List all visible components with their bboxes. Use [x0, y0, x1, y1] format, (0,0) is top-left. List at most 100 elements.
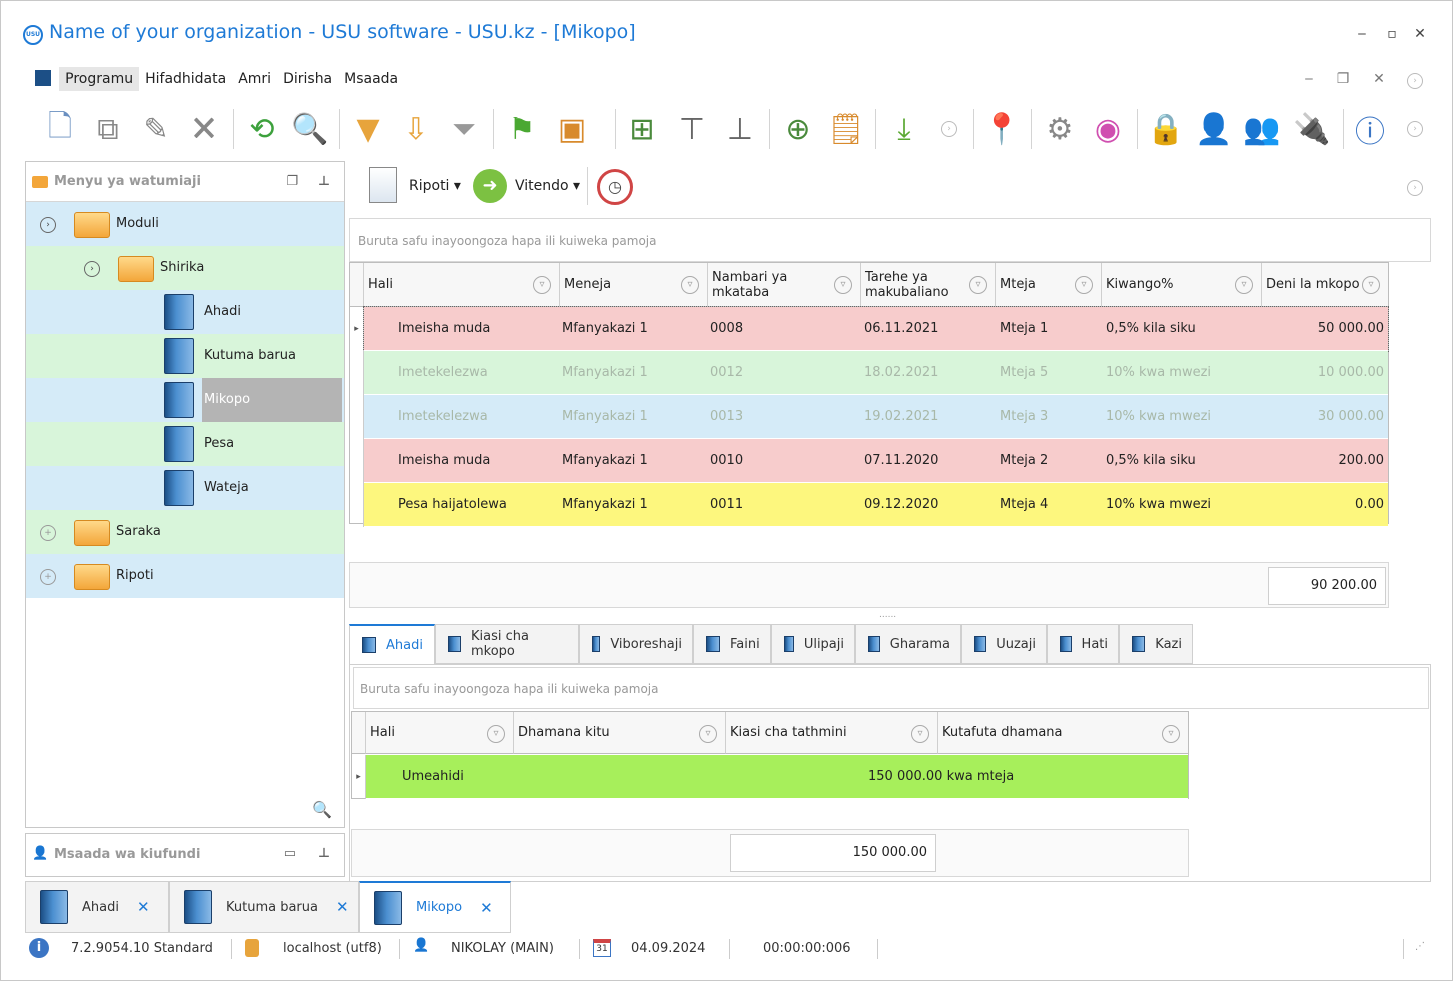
col-header-kutafuta-dhamana[interactable]: Kutafuta dhamana ▿: [938, 712, 1188, 754]
col-header-dhamana-kitu[interactable]: Dhamana kitu ▿: [514, 712, 726, 754]
filter-icon[interactable]: ▿: [699, 725, 717, 743]
image-icon[interactable]: ▣: [557, 111, 587, 147]
filter-icon[interactable]: ▿: [1362, 276, 1380, 294]
delete-record-icon[interactable]: 🗙: [192, 108, 216, 144]
collapse-icon[interactable]: ›: [40, 217, 56, 233]
expand-columns-icon[interactable]: ⊞: [629, 111, 655, 147]
download-icon[interactable]: ⤓: [897, 111, 911, 147]
notes-icon[interactable]: 🗒: [826, 111, 866, 147]
mdi-minimize-button[interactable]: ‒: [1304, 71, 1314, 87]
resize-grip-icon[interactable]: ⋰: [1415, 941, 1425, 952]
info-icon[interactable]: ⓘ: [1355, 115, 1385, 150]
close-tab-icon[interactable]: ✕: [480, 898, 493, 917]
filter-icon[interactable]: ▿: [969, 276, 987, 294]
menu-dirisha[interactable]: Dirisha: [283, 71, 333, 87]
tree-node-kutuma-barua[interactable]: Kutuma barua: [26, 334, 344, 378]
add-column-icon[interactable]: ⊕: [785, 111, 811, 147]
location-pin-icon[interactable]: 📍: [983, 111, 1021, 147]
filter-icon[interactable]: ▿: [1235, 276, 1253, 294]
mdi-options-icon[interactable]: ›: [1407, 73, 1423, 89]
add-record-icon[interactable]: 🗋: [47, 108, 73, 144]
table-row[interactable]: Imeisha muda Mfanyakazi 1 0008 06.11.2021 Mt…: [363, 306, 1389, 352]
users-icon[interactable]: 👥: [1243, 111, 1281, 147]
document-tab[interactable]: Mikopo ✕: [359, 881, 511, 933]
col-header-mteja[interactable]: Mteja ▿: [996, 263, 1102, 307]
toolbar-more-icon[interactable]: ›: [941, 121, 957, 137]
detail-tab[interactable]: Uuzaji: [961, 624, 1047, 664]
filter-icon[interactable]: ▿: [681, 276, 699, 294]
search-icon[interactable]: 🔍: [291, 111, 329, 147]
collapse-icon[interactable]: ›: [84, 261, 100, 277]
content-more-icon[interactable]: ›: [1407, 180, 1423, 196]
filter-icon[interactable]: ▿: [911, 725, 929, 743]
close-button[interactable]: ✕: [1414, 26, 1426, 42]
detail-tab[interactable]: Kazi: [1119, 624, 1193, 664]
menu-hifadhidata[interactable]: Hifadhidata: [145, 71, 227, 87]
tree-node-shirika[interactable]: › Shirika: [26, 246, 344, 290]
maximize-button[interactable]: ▫: [1387, 26, 1397, 42]
tree-node-mikopo[interactable]: Mikopo: [26, 378, 344, 422]
menu-msaada[interactable]: Msaada: [344, 71, 399, 87]
col-header-deni[interactable]: Deni la mkopo ▿: [1262, 263, 1388, 307]
flag-icon[interactable]: ⚑: [508, 111, 536, 147]
edit-record-icon[interactable]: ✎: [143, 111, 169, 147]
expand-icon[interactable]: +: [40, 569, 56, 585]
detail-tab[interactable]: Kiasi cha mkopo: [435, 624, 579, 664]
panel-pin-icon[interactable]: ⊥: [318, 174, 330, 189]
detail-tab[interactable]: Hati: [1047, 624, 1119, 664]
report-icon[interactable]: [369, 167, 397, 203]
col-header-kiwango[interactable]: Kiwango% ▿: [1102, 263, 1262, 307]
tree-node-ripoti[interactable]: + Ripoti: [26, 554, 344, 598]
filter-icon[interactable]: ▿: [487, 725, 505, 743]
detail-tab[interactable]: Faini: [693, 624, 771, 664]
tree-search-icon[interactable]: 🔍: [312, 800, 332, 819]
filter-icon[interactable]: ▿: [1162, 725, 1180, 743]
plugin-icon[interactable]: 🔌: [1293, 111, 1331, 147]
table-row[interactable]: Pesa haijatolewa Mfanyakazi 1 0011 09.12.20…: [364, 483, 1388, 527]
reports-dropdown[interactable]: Ripoti ▾: [409, 178, 461, 194]
document-tab[interactable]: Ahadi ✕: [25, 881, 169, 933]
col-header-hali[interactable]: Hali ▿: [366, 712, 514, 754]
document-tab[interactable]: Kutuma barua ✕: [169, 881, 359, 933]
copy-record-icon[interactable]: ⧉: [97, 111, 119, 147]
close-tab-icon[interactable]: ✕: [136, 898, 150, 916]
table-row[interactable]: Imetekelezwa Mfanyakazi 1 0012 18.02.2021 Mt…: [364, 351, 1388, 395]
minimize-button[interactable]: ‒: [1357, 26, 1367, 42]
tree-up-icon[interactable]: ⊥: [726, 111, 754, 147]
tree-node-saraka[interactable]: + Saraka: [26, 510, 344, 554]
menu-programu[interactable]: Programu: [59, 67, 140, 91]
panel-pin-icon[interactable]: ⊥: [318, 846, 330, 861]
detail-tab[interactable]: Gharama: [855, 624, 961, 664]
table-row[interactable]: Umeahidi 150 000.00 kwa mteja: [366, 755, 1188, 799]
col-header-hali[interactable]: Hali ▿: [364, 263, 560, 307]
actions-dropdown[interactable]: Vitendo ▾: [515, 178, 581, 194]
col-header-kiasi-tathmini[interactable]: Kiasi cha tathmini ▿: [726, 712, 938, 754]
toolbar-more-2-icon[interactable]: ›: [1407, 121, 1423, 137]
clock-icon[interactable]: ◷: [597, 169, 633, 205]
tree-node-wateja[interactable]: Wateja: [26, 466, 344, 510]
panel-minimize-icon[interactable]: ▭: [283, 846, 296, 861]
table-row[interactable]: Imetekelezwa Mfanyakazi 1 0013 19.02.2021 Mt…: [364, 395, 1388, 439]
col-header-nambari[interactable]: Nambari ya mkataba ▿: [708, 263, 861, 307]
actions-arrow-icon[interactable]: ➜: [473, 169, 507, 203]
tree-node-pesa[interactable]: Pesa: [26, 422, 344, 466]
detail-tab[interactable]: Viboreshaji: [579, 624, 693, 664]
expand-icon[interactable]: +: [40, 525, 56, 541]
color-wheel-icon[interactable]: ◉: [1094, 111, 1122, 147]
splitter-grip[interactable]: ......: [879, 610, 897, 620]
settings-gear-icon[interactable]: ⚙: [1046, 111, 1074, 147]
refresh-icon[interactable]: ⟲: [249, 111, 275, 147]
col-header-meneja[interactable]: Meneja ▿: [560, 263, 708, 307]
tree-node-moduli[interactable]: › Moduli: [26, 202, 344, 246]
lock-icon[interactable]: 🔒: [1147, 111, 1185, 147]
menu-amri[interactable]: Amri: [238, 71, 272, 87]
panel-float-icon[interactable]: ❐: [286, 174, 298, 189]
filter-icon[interactable]: ▿: [533, 276, 551, 294]
user-icon[interactable]: 👤: [1195, 111, 1233, 147]
table-row[interactable]: Imeisha muda Mfanyakazi 1 0010 07.11.2020 Mt…: [364, 439, 1388, 483]
filter-clear-icon[interactable]: ⏷: [452, 111, 476, 147]
close-tab-icon[interactable]: ✕: [335, 898, 349, 916]
mdi-restore-button[interactable]: ❐: [1336, 71, 1350, 87]
detail-tab[interactable]: Ahadi: [349, 624, 435, 664]
group-by-area[interactable]: Buruta safu inayoongoza hapa ili kuiweka…: [349, 218, 1431, 262]
